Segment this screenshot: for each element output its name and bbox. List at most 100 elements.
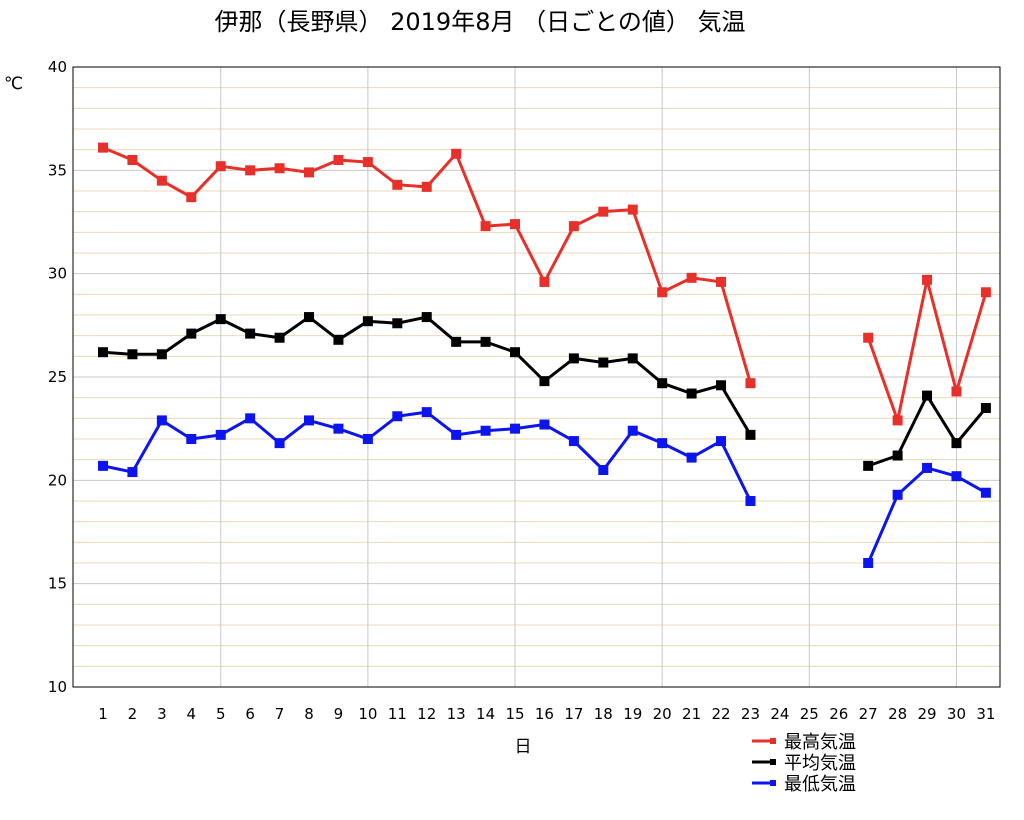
data-point [686, 272, 697, 283]
series-group [98, 142, 991, 568]
data-point [304, 415, 315, 426]
legend-label: 最高気温 [784, 732, 856, 753]
data-point [215, 314, 226, 325]
data-point [863, 558, 874, 568]
data-point [745, 496, 756, 506]
data-point [627, 353, 638, 364]
data-point [657, 378, 668, 389]
data-point [451, 148, 462, 159]
data-point [686, 452, 697, 463]
legend-item: 最高気温 [752, 732, 856, 753]
data-point [598, 357, 609, 368]
data-point [186, 328, 197, 339]
data-point [980, 287, 991, 298]
x-tick-label: 15 [505, 705, 524, 723]
y-tick-label: 10 [48, 678, 67, 696]
data-point [127, 349, 138, 360]
data-point [362, 157, 373, 168]
x-tick-label: 18 [594, 705, 613, 723]
x-tick-label: 26 [829, 705, 848, 723]
x-tick-label: 21 [682, 705, 701, 723]
plot-frame [72, 66, 1001, 688]
x-tick-label: 25 [800, 705, 819, 723]
y-tick-label: 20 [48, 471, 67, 489]
data-point [451, 336, 462, 347]
data-point [392, 411, 403, 422]
x-tick-label: 19 [623, 705, 642, 723]
x-tick-label: 2 [128, 705, 138, 723]
data-point [480, 425, 491, 436]
data-point [127, 467, 138, 478]
data-point [568, 436, 579, 447]
data-point [98, 142, 108, 153]
legend-swatch-marker [770, 780, 776, 786]
data-point [922, 274, 933, 285]
data-point [980, 487, 991, 498]
data-point [421, 181, 432, 192]
data-point [598, 206, 609, 217]
series-1 [98, 142, 991, 426]
x-tick-label: 4 [187, 705, 197, 723]
data-point [922, 390, 933, 401]
data-point [539, 376, 550, 387]
data-point [392, 318, 403, 329]
data-point [392, 179, 403, 190]
x-tick-label: 5 [216, 705, 226, 723]
data-point [421, 407, 432, 418]
data-point [863, 460, 874, 471]
x-tick-label: 28 [888, 705, 907, 723]
data-point [98, 347, 108, 358]
data-point [539, 276, 550, 287]
data-point [274, 332, 285, 343]
x-axis-label: 日 [515, 737, 532, 757]
data-point [304, 312, 315, 323]
x-tick-label: 17 [564, 705, 583, 723]
data-point [156, 349, 167, 360]
legend-label: 平均気温 [784, 753, 856, 774]
data-point [333, 155, 344, 165]
series-3 [98, 407, 991, 568]
series-2 [98, 312, 991, 471]
x-tick-label: 10 [358, 705, 377, 723]
legend-label: 最低気温 [784, 774, 856, 795]
x-tick-label: 16 [535, 705, 554, 723]
x-tick-label: 3 [157, 705, 167, 723]
data-point [245, 413, 256, 424]
legend-swatch-marker [770, 738, 776, 744]
data-point [480, 221, 491, 232]
grid [72, 66, 1001, 688]
data-point [274, 163, 285, 174]
data-point [716, 276, 727, 287]
data-point [186, 434, 197, 444]
data-point [627, 204, 638, 215]
data-point [716, 380, 727, 391]
y-axis-ticks: 10 15 20 25 30 35 40 [48, 58, 67, 696]
data-point [716, 436, 727, 447]
x-tick-label: 11 [388, 705, 407, 723]
x-tick-label: 14 [476, 705, 495, 723]
y-tick-label: 30 [48, 265, 67, 283]
y-tick-label: 25 [48, 368, 67, 386]
x-tick-label: 23 [741, 705, 760, 723]
data-point [539, 419, 550, 430]
x-tick-label: 1 [98, 705, 108, 723]
data-point [510, 423, 521, 434]
y-tick-label: 35 [48, 161, 67, 179]
data-point [892, 415, 903, 426]
data-point [892, 489, 903, 500]
x-tick-label: 20 [653, 705, 672, 723]
data-point [657, 438, 668, 449]
data-point [451, 429, 462, 440]
data-point [951, 471, 962, 482]
legend-item: 平均気温 [752, 753, 856, 774]
data-point [510, 347, 521, 358]
data-point [362, 434, 373, 444]
data-point [245, 165, 256, 176]
x-tick-label: 24 [770, 705, 789, 723]
data-point [215, 161, 226, 172]
data-point [480, 336, 491, 347]
x-tick-label: 29 [917, 705, 936, 723]
x-tick-label: 22 [711, 705, 730, 723]
